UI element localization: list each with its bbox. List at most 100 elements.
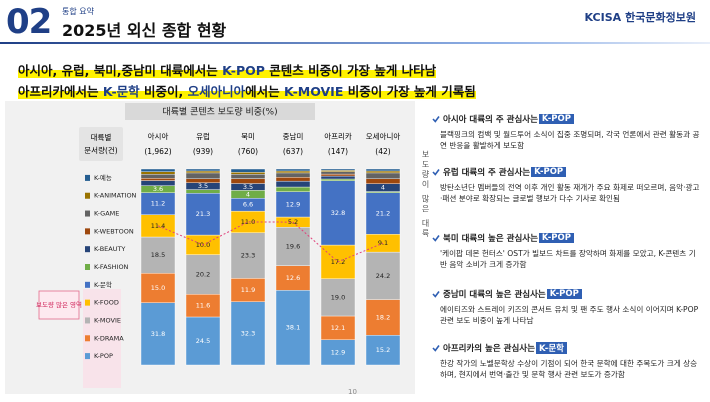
data-label: 21.2 <box>376 209 390 217</box>
headline-text: 에서는 <box>245 84 284 99</box>
bar-segment <box>275 177 311 182</box>
legend-swatch <box>85 174 90 181</box>
bar-segment <box>365 170 401 174</box>
data-label: 12.9 <box>286 200 300 208</box>
bar-segment <box>365 192 401 235</box>
highlight-item: 북미 대륙의 높은 관심사는 K-POP '케이팝 데몬 헌터스' OST가 빌보… <box>432 232 700 270</box>
headline-text: 비중이 가장 높게 기록됨 <box>343 84 476 99</box>
bar-segment <box>140 302 176 366</box>
bar-segment <box>230 178 266 184</box>
headline: 아프리카에서는 K-문학 비중이, 오세아니아에서는 K-MOVIE 비중이 가… <box>18 81 476 100</box>
legend-swatch <box>85 299 90 306</box>
bar-segment <box>365 172 401 179</box>
data-label: 3.6 <box>153 185 163 193</box>
legend-label: K-WEBTOON <box>94 227 134 235</box>
row-header: 대륙별 <box>91 132 112 142</box>
category-label: 아프리카 <box>324 131 352 141</box>
legend-swatch <box>85 264 90 270</box>
data-label: 4 <box>246 190 250 198</box>
check-icon <box>432 235 440 242</box>
category-count: (637) <box>283 147 303 156</box>
highlight-body: 에이티즈와 스트레이 키즈의 콘서트 유치 및 팬 주도 행사 소식이 이어지며… <box>440 305 699 325</box>
highlight-tag: K-POP <box>538 233 574 243</box>
legend-swatch <box>85 246 90 253</box>
bar-segment <box>275 168 311 172</box>
chart-title: 대륙별 콘텐츠 보도량 비중(%) <box>162 106 277 118</box>
chart: 대륙별 콘텐츠 보도량 비중(%) 대륙별 문서량(건) 보도량 많은 영역 아… <box>36 103 401 388</box>
data-label: 11.9 <box>241 286 255 294</box>
bar-segment <box>140 236 176 274</box>
legend-label: K-FOOD <box>94 299 119 307</box>
legend-swatch <box>85 228 90 235</box>
data-label: 24.5 <box>196 337 210 345</box>
highlight-item: 중남미 대륙의 높은 관심사는 K-POP 에이티즈와 스트레이 키즈의 콘서트 … <box>432 288 700 326</box>
headline-text: 비중이, <box>139 84 188 99</box>
data-label: 21.3 <box>196 210 210 218</box>
legend-swatch <box>85 317 90 324</box>
bar-segment <box>275 265 311 291</box>
bar-segment <box>365 251 401 300</box>
bar-segment <box>320 168 356 171</box>
bar-segment <box>230 301 266 366</box>
headline: 아시아, 유럽, 북미,중남미 대륙에서는 K-POP 콘텐츠 비중이 가장 높… <box>18 60 437 79</box>
legend-swatch <box>85 335 90 342</box>
highlight-heading-row: 아프리카의 높은 관심사는 K-문학 <box>432 342 700 354</box>
bar-segment <box>275 290 311 366</box>
data-label: 12.1 <box>331 324 345 332</box>
bar-segment <box>320 339 356 366</box>
bar-segment <box>365 299 401 336</box>
bar-segment <box>185 178 221 183</box>
highlight-tag: K-POP <box>531 167 567 177</box>
row-header: 문서량(건) <box>84 145 118 155</box>
check-icon <box>432 169 440 176</box>
bar-segment <box>320 173 356 177</box>
chart-panel: 대륙별 콘텐츠 보도량 비중(%) 대륙별 문서량(건) 보도량 많은 영역 아… <box>5 101 415 394</box>
data-label: 12.9 <box>331 348 345 356</box>
highlight-body: 방탄소년단 멤버들의 전역 이후 개인 활동 재개가 주요 화제로 떠오르며, … <box>440 183 700 203</box>
data-label: 32.3 <box>241 329 255 337</box>
highlight-body: '케이팝 데몬 헌터스' OST가 빌보드 차트를 장악하며 화제를 모았고, … <box>440 249 696 269</box>
bar-segment <box>275 180 311 188</box>
callout-box <box>38 290 80 320</box>
legend-label: K-MOVIE <box>94 316 121 324</box>
data-label: 24.2 <box>376 272 390 280</box>
highlight-line <box>157 221 384 263</box>
legend-label: K-BEAUTY <box>94 245 125 253</box>
highlight-heading-row: 중남미 대륙의 높은 관심사는 K-POP <box>432 288 700 300</box>
bar-segment <box>275 186 311 192</box>
highlight-heading: 북미 대륙의 높은 관심사는 <box>443 234 538 244</box>
logo: KCISA 한국문화정보원 <box>585 9 696 25</box>
data-label: 19.0 <box>331 293 345 301</box>
logo-text: 한국문화정보원 <box>625 11 696 24</box>
category-label: 북미 <box>241 132 255 141</box>
highlight-item: 유럽 대륙의 주 관심사는 K-POP 방탄소년단 멤버들의 전역 이후 개인 활… <box>432 166 700 204</box>
highlight-body: 블랙핑크의 컴백 및 월드투어 소식이 집중 조명되며, 각국 언론에서 관련 … <box>440 130 700 150</box>
data-label: 19.6 <box>286 242 300 250</box>
section-number: 02 <box>6 2 52 42</box>
bar-segment <box>140 178 176 181</box>
highlight-heading-row: 북미 대륙의 높은 관심사는 K-POP <box>432 232 700 244</box>
section-subtitle: 통합 요약 <box>62 7 94 16</box>
logo-mark: KCISA <box>584 11 622 24</box>
bar-segment <box>275 170 311 174</box>
bar-segment <box>185 172 221 179</box>
bar-segment <box>185 316 221 366</box>
highlight-item: 아시아 대륙의 주 관심사는 K-POP 블랙핑크의 컴백 및 월드투어 소식이 … <box>432 113 700 151</box>
data-label: 15.0 <box>151 284 165 292</box>
data-label: 15.2 <box>376 346 390 354</box>
category-label: 오세아니아 <box>366 131 401 141</box>
callout: 보도량 많은 영역 <box>36 300 82 309</box>
highlight-heading: 유럽 대륙의 주 관심사는 <box>443 168 531 178</box>
highlight-heading: 아프리카의 높은 관심사는 <box>443 344 535 354</box>
bar-segment <box>230 168 266 173</box>
page-number: 10 <box>348 388 357 396</box>
legend-label: K-DRAMA <box>94 334 124 342</box>
highlight-body: 한강 작가의 노벨문학상 수상이 기점이 되어 한국 문학에 대한 주목도가 크… <box>440 359 698 379</box>
legend-label: K-ANIMATION <box>94 192 137 200</box>
check-icon <box>432 345 440 352</box>
bar-segment <box>275 172 311 178</box>
data-label: 18.2 <box>376 313 390 321</box>
legend-label: K-FASHION <box>94 263 129 271</box>
highlight-tag: K-POP <box>546 289 582 299</box>
category-label: 중남미 <box>283 132 304 141</box>
